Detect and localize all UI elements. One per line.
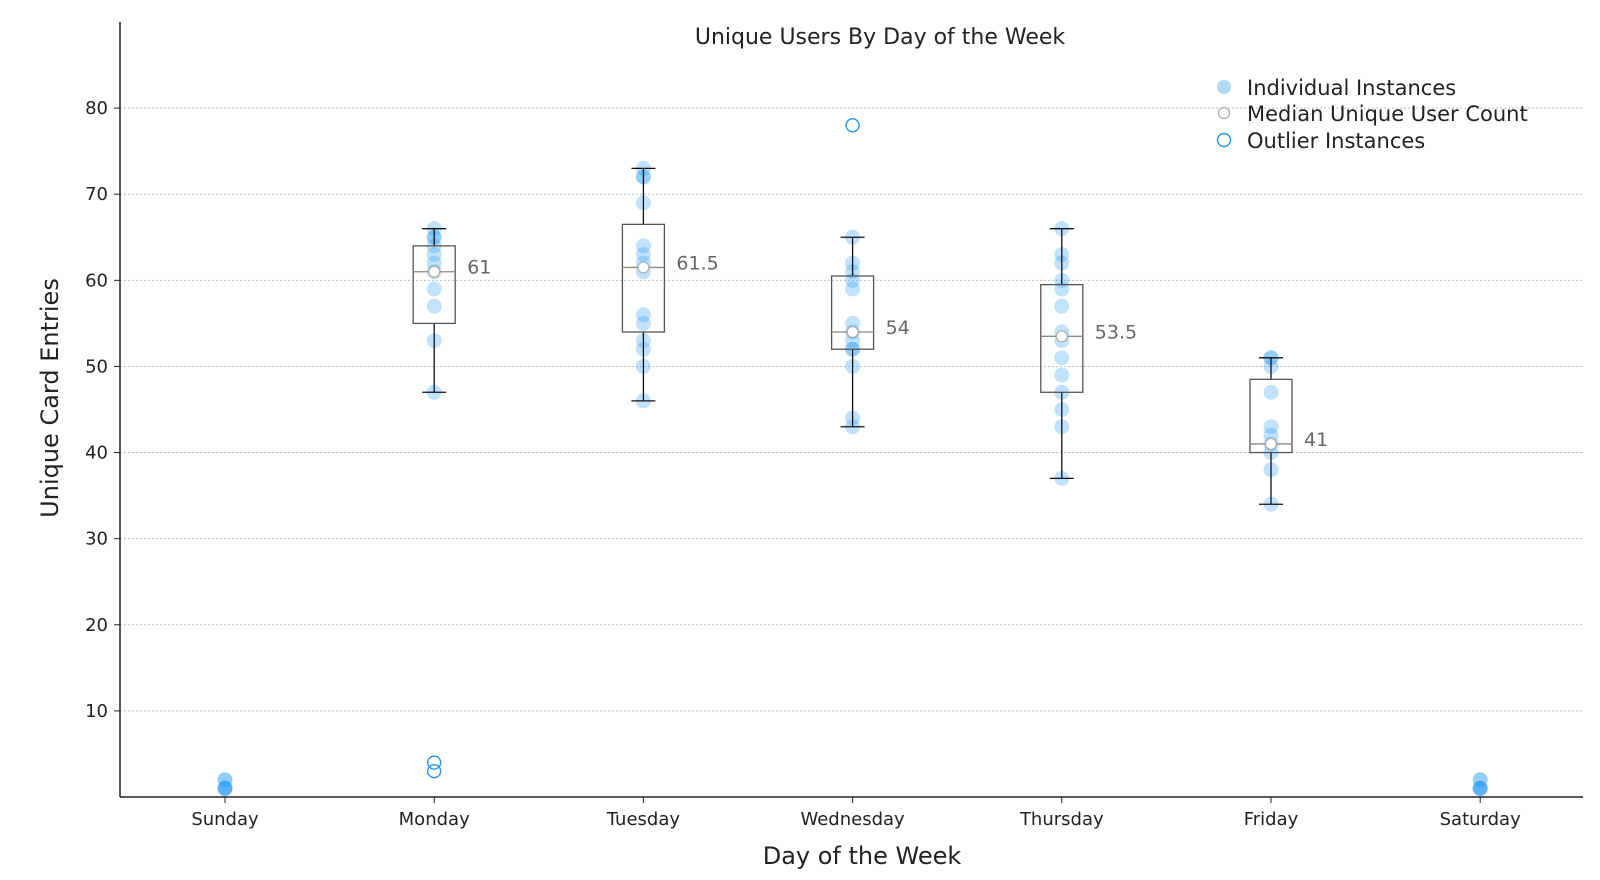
point-saturday-0 <box>1472 780 1488 796</box>
point-monday-5 <box>426 255 442 271</box>
axes: 10 20 30 40 50 60 70 80 Sunday Monday Tuesday Wedne… <box>85 22 1583 830</box>
grid-lines <box>120 107 1583 712</box>
y-tick-label-30: 30 <box>85 529 108 550</box>
legend-individual-label: Individual Instances <box>1247 76 1456 100</box>
point-tuesday-9 <box>635 238 651 254</box>
series-saturday <box>1472 772 1488 796</box>
series-sunday <box>217 772 233 796</box>
legend-outlier-label: Outlier Instances <box>1247 129 1425 153</box>
point-monday-2 <box>426 298 442 314</box>
point-sunday-5 <box>217 772 233 788</box>
median-marker-wednesday <box>846 325 859 339</box>
point-sunday-4 <box>217 772 233 788</box>
chart-marks: 61 61.5 54 53.5 41 <box>217 118 1488 796</box>
legend-outlier-marker <box>1216 132 1232 148</box>
legend-median-label: Median Unique User Count <box>1247 102 1528 126</box>
median-marker-friday <box>1264 437 1278 451</box>
legend-individual-marker <box>1217 80 1231 94</box>
point-friday-5 <box>1263 419 1279 435</box>
box-thursday <box>1040 283 1084 393</box>
median-label-friday: 41 <box>1304 429 1328 451</box>
box-wednesday <box>830 275 875 350</box>
series-monday: 61 <box>412 221 491 779</box>
median-marker-tuesday <box>637 261 650 274</box>
point-sunday-2 <box>217 780 233 796</box>
point-saturday-2 <box>1472 780 1488 796</box>
point-tuesday-4 <box>635 315 651 331</box>
point-monday-6 <box>426 247 442 262</box>
point-saturday-4 <box>1472 772 1488 788</box>
y-tick-label-10: 10 <box>85 701 108 722</box>
point-friday-4 <box>1263 427 1279 443</box>
outlier-wednesday-0 <box>845 118 860 133</box>
series-wednesday: 54 <box>830 118 910 435</box>
series-tuesday: 61.5 <box>621 160 719 409</box>
box-monday <box>412 245 456 325</box>
point-thursday-5 <box>1054 350 1070 366</box>
chart-title: Unique Users By Day of the Week <box>695 25 1066 50</box>
point-monday-3 <box>426 281 442 297</box>
y-tick-label-20: 20 <box>85 615 108 636</box>
series-friday: 41 <box>1249 350 1328 512</box>
x-axis-label: Day of the Week <box>763 842 962 870</box>
x-tick-label-tuesday: Tuesday <box>606 809 681 830</box>
median-label-tuesday: 61.5 <box>676 252 718 274</box>
outlier-monday-1 <box>427 755 442 770</box>
point-saturday-1 <box>1472 780 1488 796</box>
y-axis-label: Unique Card Entries <box>36 278 64 518</box>
point-thursday-8 <box>1054 298 1070 314</box>
point-sunday-0 <box>217 780 233 796</box>
y-tick-label-80: 80 <box>85 98 108 119</box>
point-wednesday-5 <box>845 333 861 349</box>
outlier-monday-0 <box>427 763 442 779</box>
median-marker-thursday <box>1055 330 1068 343</box>
median-label-thursday: 53.5 <box>1095 321 1137 343</box>
point-saturday-5 <box>1472 772 1488 788</box>
point-tuesday-8 <box>635 247 651 262</box>
legend: Individual Instances Median Unique User … <box>1216 76 1528 153</box>
x-tick-label-sunday: Sunday <box>191 809 259 830</box>
box-friday <box>1249 378 1293 454</box>
median-label-monday: 61 <box>467 257 491 279</box>
median-label-wednesday: 54 <box>886 317 910 339</box>
median-marker-monday <box>428 265 441 278</box>
x-tick-label-thursday: Thursday <box>1019 809 1104 830</box>
point-wednesday-7 <box>845 315 861 331</box>
x-tick-label-wednesday: Wednesday <box>800 809 905 830</box>
x-tick-label-friday: Friday <box>1244 809 1299 830</box>
x-tick-label-monday: Monday <box>399 809 470 830</box>
y-tick-label-40: 40 <box>85 443 108 464</box>
point-sunday-1 <box>217 780 233 796</box>
point-tuesday-5 <box>635 307 651 323</box>
box-tuesday <box>621 223 666 333</box>
y-tick-label-60: 60 <box>85 270 108 291</box>
x-tick-label-saturday: Saturday <box>1440 809 1521 830</box>
y-tick-label-50: 50 <box>85 356 108 377</box>
point-sunday-3 <box>217 780 233 796</box>
point-saturday-3 <box>1472 780 1488 796</box>
point-friday-6 <box>1263 384 1279 400</box>
series-thursday: 53.5 <box>1040 221 1137 486</box>
point-wednesday-8 <box>845 281 861 297</box>
point-thursday-4 <box>1054 367 1070 383</box>
y-tick-label-70: 70 <box>85 184 108 205</box>
legend-median-marker <box>1217 106 1231 120</box>
